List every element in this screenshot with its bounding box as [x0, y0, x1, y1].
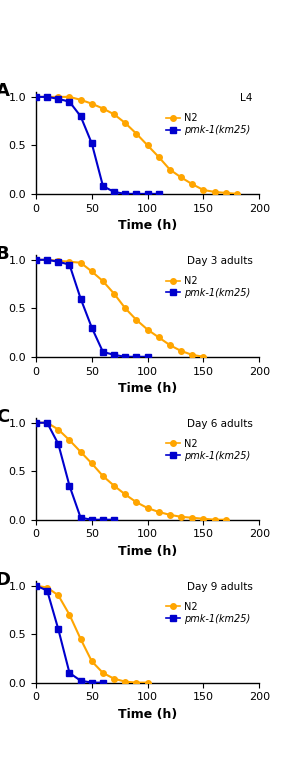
Legend: N2, pmk-1(km25): N2, pmk-1(km25): [162, 109, 254, 139]
Text: C: C: [0, 408, 9, 426]
X-axis label: Time (h): Time (h): [118, 382, 177, 395]
Text: A: A: [0, 82, 10, 100]
Legend: N2, pmk-1(km25): N2, pmk-1(km25): [162, 435, 254, 465]
Text: B: B: [0, 245, 10, 263]
X-axis label: Time (h): Time (h): [118, 545, 177, 558]
Text: Day 9 adults: Day 9 adults: [187, 582, 253, 592]
Legend: N2, pmk-1(km25): N2, pmk-1(km25): [162, 598, 254, 627]
Legend: N2, pmk-1(km25): N2, pmk-1(km25): [162, 272, 254, 301]
X-axis label: Time (h): Time (h): [118, 219, 177, 232]
Text: Day 3 adults: Day 3 adults: [187, 256, 253, 266]
Text: D: D: [0, 571, 11, 588]
Text: Day 6 adults: Day 6 adults: [187, 419, 253, 429]
X-axis label: Time (h): Time (h): [118, 708, 177, 721]
Text: L4: L4: [240, 93, 253, 103]
